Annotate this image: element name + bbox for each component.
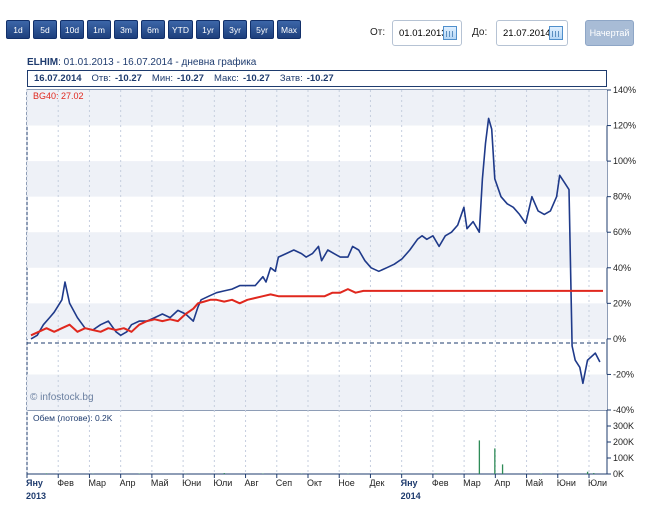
draw-button[interactable]: Начертай (585, 20, 634, 46)
y-tick-label: 80% (613, 192, 631, 202)
volume-bar (501, 464, 504, 474)
ohlc-bar: 16.07.2014 Отв: -10.27 Мин: -10.27 Макс: -1… (27, 70, 607, 87)
x-tick-label: Апр (494, 478, 510, 488)
x-tick-label: Дек (369, 478, 384, 488)
range-button[interactable]: Max (277, 20, 302, 39)
y-tick-label: 140% (613, 85, 636, 95)
y-tick-label: 120% (613, 121, 636, 131)
volume-bar (478, 440, 481, 474)
range-button[interactable]: 1d (6, 20, 30, 39)
x-tick-label: Ное (338, 478, 355, 488)
volume-bar (593, 473, 595, 474)
x-tick-label: Юни (557, 478, 576, 488)
range-button[interactable]: YTD (168, 20, 193, 39)
volume-y-tick-label: 300K (613, 421, 634, 431)
max-label: Макс: (213, 73, 239, 84)
volume-y-tick-label: 100K (613, 453, 634, 463)
range-button[interactable]: 3yr (223, 20, 247, 39)
range-button[interactable]: 1m (87, 20, 111, 39)
title-range: : 01.01.2013 - 16.07.2014 - дневна графи… (58, 57, 257, 68)
close-label: Затв: (279, 73, 303, 84)
open-label: Отв: (91, 73, 111, 84)
range-button[interactable]: 10d (60, 20, 84, 39)
x-tick-label: Апр (120, 478, 136, 488)
watermark: © infostock.bg (30, 392, 94, 403)
volume-y-tick-label: 200K (613, 437, 634, 447)
grid-band (27, 161, 607, 197)
x-tick-label: Май (526, 478, 544, 488)
volume-bar (435, 473, 437, 474)
x-tick-label: Май (151, 478, 169, 488)
x-year-label: 2013 (26, 491, 46, 501)
legend-bg40: BG40: 27.02 (33, 91, 84, 101)
x-tick-label: Юли (213, 478, 232, 488)
calendar-icon[interactable] (443, 26, 457, 40)
info-date: 16.07.2014 (34, 73, 82, 84)
chart-title: ELHIM: 01.01.2013 - 16.07.2014 - дневна … (27, 57, 256, 68)
range-button[interactable]: 5yr (250, 20, 274, 39)
grid-band (27, 303, 607, 339)
x-tick-label: Яну (401, 478, 418, 488)
range-button[interactable]: 1yr (196, 20, 220, 39)
date-to-label: До: (472, 27, 488, 38)
x-tick-label: Мар (88, 478, 106, 488)
volume-bar (223, 473, 225, 474)
grid-band (27, 90, 607, 126)
x-tick-label: Юни (182, 478, 201, 488)
grid-band (27, 232, 607, 268)
date-to-field[interactable]: 21.07.2014 (496, 20, 568, 46)
volume-bar (45, 473, 48, 474)
x-tick-label: Фев (432, 478, 449, 488)
x-tick-label: Авг (245, 478, 260, 488)
y-tick-label: 20% (613, 298, 631, 308)
date-from-value: 01.01.2013 (399, 27, 447, 39)
range-toolbar: 1d 5d 10d 1m 3m 6m YTD 1yr 3yr 5yr Max (6, 20, 302, 39)
date-from-label: От: (370, 27, 386, 38)
x-tick-label: Сеп (276, 478, 293, 488)
x-tick-label: Фев (57, 478, 74, 488)
y-tick-label: -20% (613, 369, 634, 379)
y-tick-label: 60% (613, 227, 631, 237)
volume-bar (586, 471, 589, 474)
volume-y-tick-label: 0K (613, 469, 624, 479)
y-tick-label: 100% (613, 156, 636, 166)
range-button[interactable]: 6m (141, 20, 165, 39)
open-value: -10.27 (114, 73, 142, 84)
series-line-bg40 (30, 288, 603, 337)
close-value: -10.27 (306, 73, 334, 84)
volume-label: Обем (лотове): 0.2K (33, 413, 113, 423)
y-tick-label: 0% (613, 334, 626, 344)
date-to-value: 21.07.2014 (503, 27, 551, 39)
series-line-elhim (30, 117, 601, 385)
range-button[interactable]: 3m (114, 20, 138, 39)
range-button[interactable]: 5d (33, 20, 57, 39)
grid-band (27, 374, 607, 410)
date-from-field[interactable]: 01.01.2013 (392, 20, 462, 46)
x-tick-label: Яну (26, 478, 43, 488)
x-tick-label: Юли (588, 478, 607, 488)
x-tick-label: Мар (463, 478, 481, 488)
y-tick-label: 40% (613, 263, 631, 273)
x-tick-label: Окт (307, 478, 322, 488)
x-year-label: 2014 (401, 491, 421, 501)
volume-bar (494, 448, 496, 474)
min-label: Мин: (151, 73, 174, 84)
min-value: -10.27 (177, 73, 204, 84)
calendar-icon[interactable] (549, 26, 563, 40)
y-tick-label: -40% (613, 405, 634, 415)
max-value: -10.27 (242, 73, 270, 84)
symbol: ELHIM (27, 57, 59, 68)
